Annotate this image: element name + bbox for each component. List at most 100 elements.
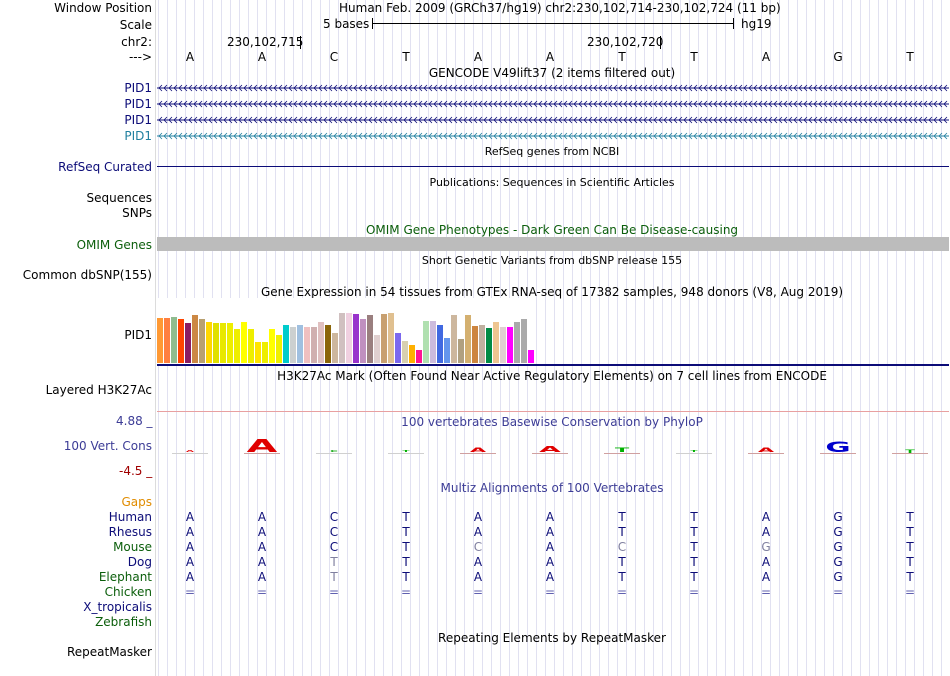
multiz-base: C	[617, 540, 627, 554]
gtex-tissue-bar[interactable]	[171, 317, 177, 363]
gtex-tissue-bar[interactable]	[213, 323, 219, 363]
phylop-baseline-tick	[604, 453, 640, 454]
ruler-base: T	[690, 50, 698, 64]
phylop-base-glyph[interactable]: C	[330, 449, 338, 454]
multiz-base: T	[906, 570, 914, 584]
refseq-gene-line[interactable]	[157, 166, 949, 167]
phylop-base-glyph[interactable]: A	[246, 435, 278, 457]
multiz-base: T	[618, 570, 626, 584]
refseq-label[interactable]: RefSeq Curated	[58, 160, 152, 174]
gtex-tissue-bar[interactable]	[451, 315, 457, 363]
scale-text: 5 bases	[323, 17, 370, 31]
gtex-tissue-bar[interactable]	[241, 322, 247, 363]
gtex-tissue-bar[interactable]	[486, 328, 492, 363]
multiz-base: =	[256, 585, 268, 599]
gtex-tissue-bar[interactable]	[332, 333, 338, 363]
gtex-tissue-bar[interactable]	[297, 325, 303, 363]
gtex-tissue-bar[interactable]	[500, 327, 506, 363]
gtex-tissue-bar[interactable]	[192, 315, 198, 363]
gtex-tissue-bar[interactable]	[409, 345, 415, 363]
gtex-tissue-bar[interactable]	[493, 322, 499, 363]
scale-bar-right-tick	[733, 18, 734, 29]
omim-label[interactable]: OMIM Genes	[76, 238, 152, 252]
ruler-base: T	[618, 50, 626, 64]
gtex-tissue-bar[interactable]	[325, 325, 331, 363]
multiz-species-label[interactable]: Zebrafish	[95, 615, 152, 629]
gtex-tissue-bar[interactable]	[220, 323, 226, 363]
multiz-species-label[interactable]: X_tropicalis	[83, 600, 152, 614]
gtex-tissue-bar[interactable]	[479, 325, 485, 363]
gtex-tissue-bar[interactable]	[234, 329, 240, 363]
gtex-tissue-bar[interactable]	[514, 322, 520, 363]
strand-chevrons	[158, 132, 948, 140]
gtex-tissue-bar[interactable]	[353, 314, 359, 363]
phylop-base-glyph[interactable]: T	[402, 449, 410, 454]
gtex-tissue-bar[interactable]	[381, 314, 387, 363]
repeatmasker-label[interactable]: RepeatMasker	[66, 645, 152, 659]
gtex-tissue-bar[interactable]	[346, 313, 352, 363]
phylop-base-glyph[interactable]: T	[690, 449, 698, 454]
gtex-tissue-bar[interactable]	[178, 319, 184, 363]
phylop-base-glyph[interactable]: A	[469, 446, 487, 454]
phylop-base-glyph[interactable]: A	[757, 446, 775, 454]
gtex-tissue-bar[interactable]	[276, 335, 282, 363]
multiz-species-label[interactable]: Elephant	[98, 570, 152, 584]
gtex-gene-label[interactable]: PID1	[124, 328, 152, 342]
sequences-label: Sequences	[86, 191, 152, 205]
phylop-base-glyph[interactable]: G	[825, 440, 851, 457]
gtex-tissue-bar[interactable]	[311, 327, 317, 363]
gtex-tissue-bar[interactable]	[374, 335, 380, 363]
gtex-tissue-bar[interactable]	[402, 341, 408, 363]
multiz-species-label[interactable]: Chicken	[104, 585, 152, 599]
gtex-tissue-bar[interactable]	[339, 313, 345, 363]
gtex-tissue-bar[interactable]	[437, 325, 443, 363]
gtex-tissue-bar[interactable]	[430, 321, 436, 363]
gtex-tissue-bar[interactable]	[185, 323, 191, 363]
multiz-species-label[interactable]: Dog	[127, 555, 152, 569]
gencode-row-label[interactable]: PID1	[124, 129, 152, 143]
gtex-tissue-bar[interactable]	[367, 315, 373, 363]
gtex-tissue-bar[interactable]	[255, 342, 261, 363]
gtex-tissue-bar[interactable]	[157, 318, 163, 363]
gtex-tissue-bar[interactable]	[465, 315, 471, 363]
h3k27ac-label[interactable]: Layered H3K27Ac	[45, 383, 152, 397]
phylop-base-glyph[interactable]: T	[614, 446, 630, 454]
gencode-row-label[interactable]: PID1	[124, 81, 152, 95]
phylop-baseline-tick	[172, 453, 208, 454]
omim-gene-bar[interactable]	[157, 237, 949, 251]
gtex-tissue-bar[interactable]	[269, 329, 275, 363]
phylop-base-glyph[interactable]: A	[539, 445, 561, 455]
gtex-tissue-bar[interactable]	[528, 350, 534, 363]
gtex-tissue-bar[interactable]	[227, 323, 233, 363]
phylop-base-glyph[interactable]: A	[185, 449, 195, 454]
gtex-tissue-bar[interactable]	[248, 329, 254, 363]
gtex-tissue-bar[interactable]	[521, 319, 527, 363]
gtex-tissue-bar[interactable]	[290, 327, 296, 363]
gtex-tissue-bar[interactable]	[458, 339, 464, 363]
multiz-species-label[interactable]: Mouse	[113, 540, 152, 554]
gtex-tissue-bar[interactable]	[199, 319, 205, 363]
multiz-species-label[interactable]: Rhesus	[108, 525, 152, 539]
gtex-tissue-bar[interactable]	[360, 319, 366, 363]
gtex-tissue-bar[interactable]	[206, 322, 212, 363]
gtex-tissue-bar[interactable]	[423, 321, 429, 363]
gtex-tissue-bar[interactable]	[283, 325, 289, 363]
gtex-tissue-bar[interactable]	[304, 327, 310, 363]
gencode-row-label[interactable]: PID1	[124, 113, 152, 127]
gtex-tissue-bar[interactable]	[395, 333, 401, 363]
phylop-label[interactable]: 100 Vert. Cons	[63, 439, 152, 453]
gtex-tissue-bar[interactable]	[472, 326, 478, 363]
ruler-base: A	[185, 50, 195, 64]
gtex-tissue-bar[interactable]	[416, 350, 422, 363]
gtex-tissue-bar[interactable]	[444, 338, 450, 363]
gtex-tissue-bar[interactable]	[388, 313, 394, 363]
gtex-tissue-bar[interactable]	[318, 322, 324, 363]
gtex-tissue-bar[interactable]	[164, 318, 170, 363]
multiz-species-label[interactable]: Human	[108, 510, 152, 524]
gtex-tissue-bar[interactable]	[262, 342, 268, 363]
gencode-transcripts[interactable]	[157, 80, 949, 144]
gtex-tissue-bar[interactable]	[507, 327, 513, 363]
gencode-row-label[interactable]: PID1	[124, 97, 152, 111]
phylop-base-glyph[interactable]: T	[905, 448, 915, 454]
